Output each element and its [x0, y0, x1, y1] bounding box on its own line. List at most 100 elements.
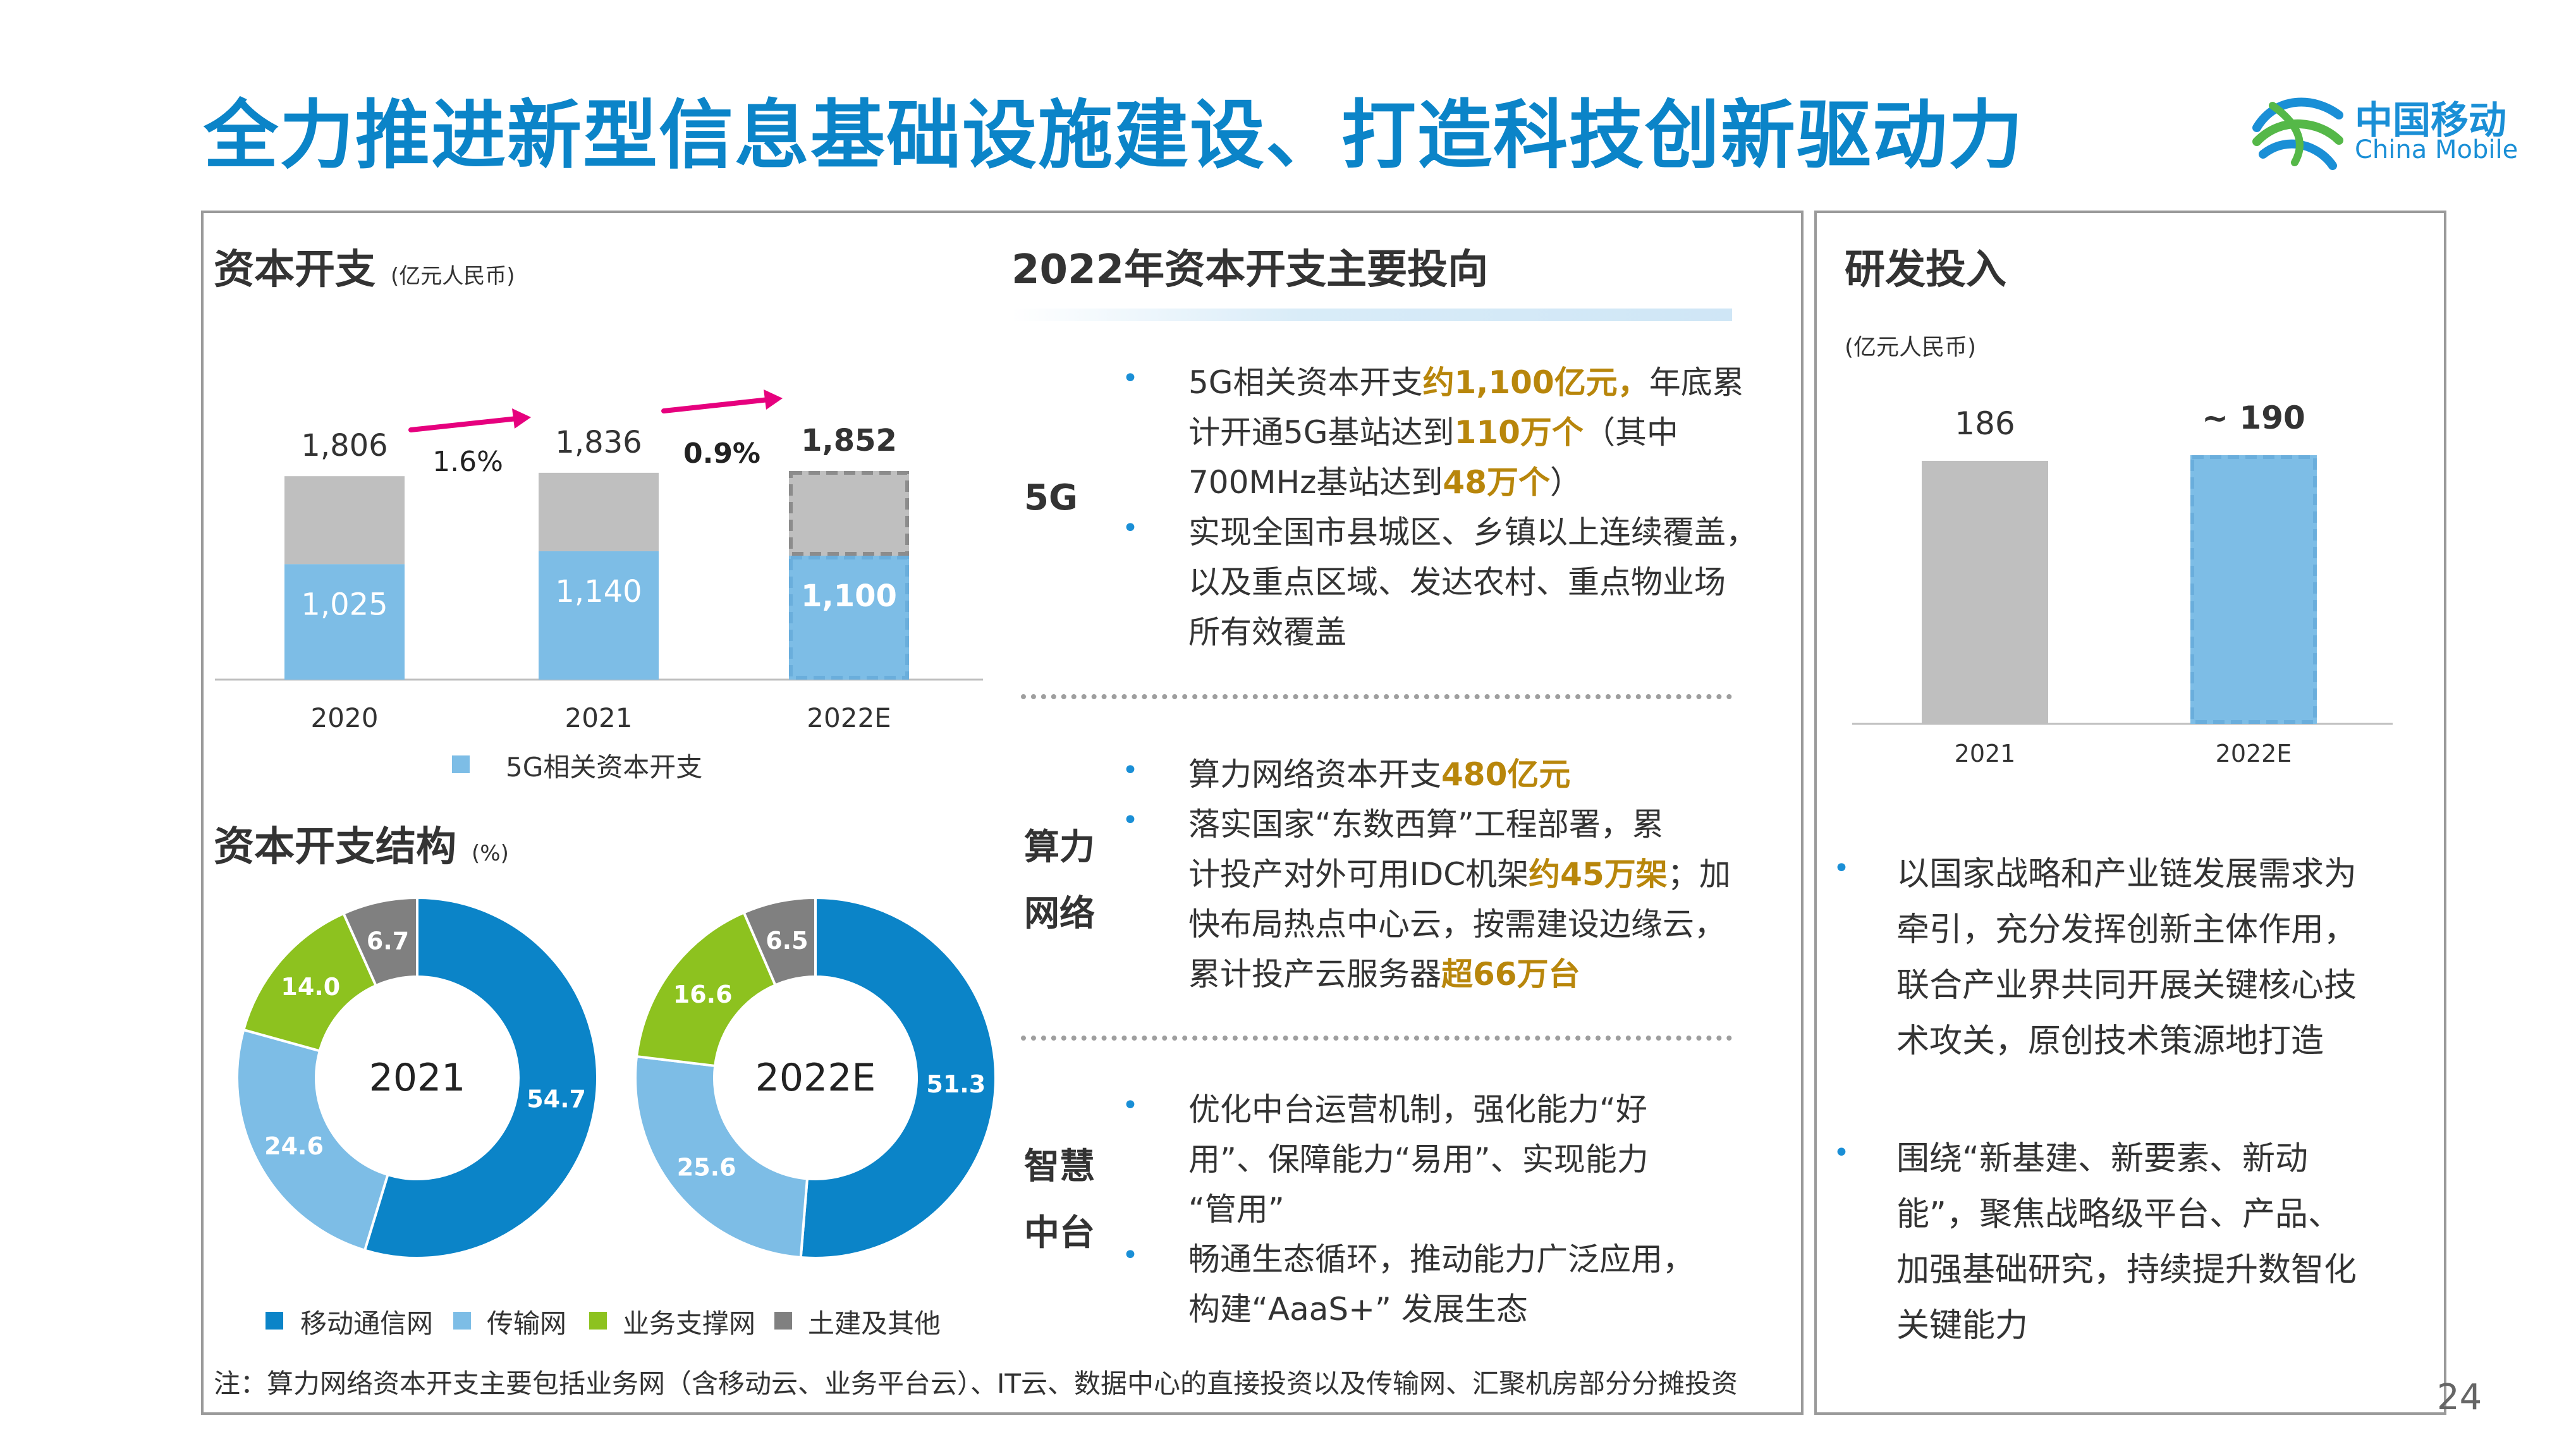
bullet-text: 畅通生态循环，推动能力广泛应用， [1188, 1241, 1694, 1278]
growth-arrow-head [764, 389, 783, 410]
highlight-figure: 110万个 [1454, 414, 1584, 451]
donut-slice [341, 896, 418, 987]
capex-bar-chart: 1,806 1,025 2020 1,836 1,140 2021 1,852 1,100 20… [215, 389, 983, 733]
invest-bullet-line: 用”、保障能力“易用”、实现能力 [1188, 1134, 1649, 1180]
donut-slice [236, 1028, 389, 1252]
capex-heading: 资本开支 (亿元人民币) [214, 237, 515, 295]
highlight-figure: 48万个 [1443, 464, 1551, 501]
growth-arrow [661, 397, 771, 413]
rnd-bullet-line: 联合产业界共同开展关键核心技 [1896, 967, 2357, 1005]
growth-arrow-head [512, 408, 531, 429]
bullet-text: 落实国家“东数西算”工程部署，累 [1188, 806, 1664, 843]
footnote: 注：算力网络资本开支主要包括业务网（含移动云、业务平台云）、IT云、数据中心的直… [214, 1368, 1738, 1399]
growth-rate-label: 0.9% [683, 437, 760, 470]
bullet-icon: • [1833, 852, 1850, 884]
bullet-text: 计投产对外可用IDC机架 [1188, 856, 1529, 893]
bullet-text: 快布局热点中心云，按需建设边缘云， [1188, 906, 1726, 943]
legend-other-label: 土建及其他 [808, 1308, 941, 1339]
bullet-icon: • [1122, 1239, 1138, 1271]
bullet-text: 所有效覆盖 [1188, 614, 1346, 651]
donut-slice-label: 6.7 [367, 927, 409, 955]
rnd-bullet-line: 围绕“新基建、新要素、新动 [1896, 1140, 2308, 1178]
rnd-category-label: 2021 [1955, 740, 2016, 767]
legend-other-swatch [774, 1312, 792, 1330]
legend-5g-label: 5G相关资本开支 [506, 752, 703, 783]
donut-center-label: 2021 [369, 1056, 466, 1100]
bullet-text: 算力网络资本开支 [1188, 756, 1441, 793]
invest-bullet-line: 700MHz基站达到48万个） [1188, 457, 1582, 503]
bullet-text: 700MHz基站达到 [1188, 464, 1443, 501]
capex-total-label: 1,836 [555, 425, 642, 460]
donut-slice-label: 16.6 [673, 981, 733, 1008]
legend-mobile-swatch [266, 1312, 283, 1330]
page-number: 24 [2437, 1377, 2482, 1418]
capex-title: 资本开支 [214, 247, 375, 293]
capex-5g-label: 1,100 [801, 578, 897, 614]
donut-slice-label: 14.0 [281, 973, 340, 1001]
invest-section-label: 5G [1024, 477, 1078, 518]
rnd-estimate-outline [2190, 455, 2317, 724]
bullet-text: “管用” [1188, 1191, 1285, 1228]
legend-mobile-label: 移动通信网 [300, 1308, 434, 1339]
capex-5g-bar [284, 564, 405, 680]
rnd-bullet-line: 以国家战略和产业链发展需求为 [1896, 855, 2357, 893]
legend-5g-swatch [452, 755, 470, 773]
capex-category-label: 2022E [807, 702, 891, 733]
bullet-icon: • [1122, 804, 1138, 836]
bullet-text: ；加 [1667, 856, 1731, 893]
bullet-text: 计开通5G基站达到 [1188, 414, 1455, 451]
capex-5g-bar [789, 555, 909, 680]
invest-bullet-line: 落实国家“东数西算”工程部署，累 [1188, 799, 1664, 845]
left-panel [201, 211, 1804, 1415]
rnd-bullet-line: 能”，聚焦战略级平台、产品、 [1896, 1195, 2341, 1233]
growth-arrow [408, 416, 520, 432]
donut-slice-label: 51.3 [926, 1070, 986, 1098]
section-divider [1021, 694, 1732, 699]
invest-bullet-line: 计开通5G基站达到110万个（其中 [1188, 407, 1678, 453]
donut-slice-label: 24.6 [264, 1132, 324, 1160]
growth-rate-label: 1.6% [432, 446, 503, 478]
invest-section-label: 智慧 [1024, 1146, 1095, 1187]
legend-support-label: 业务支撑网 [623, 1308, 756, 1339]
bullet-text: 优化中台运营机制，强化能力“好 [1188, 1091, 1647, 1128]
capex-estimate-outline [789, 471, 909, 556]
capex-5g-label: 1,025 [301, 587, 388, 622]
rnd-title: 研发投入 [1845, 247, 2006, 293]
page-title: 全力推进新型信息基础设施建设、打造科技创新驱动力 [204, 92, 2025, 179]
invest-bullet-line: 5G相关资本开支约1,100亿元，年底累 [1188, 357, 1744, 403]
donut-slice [363, 896, 599, 1259]
bullet-text: 构建“AaaS+” 发展生态 [1188, 1291, 1528, 1328]
capex-total-label: 1,806 [301, 428, 388, 463]
legend-support-swatch [589, 1312, 607, 1330]
rnd-bar [2190, 455, 2317, 724]
donut-slice [635, 910, 778, 1068]
capex-estimate-outline [789, 555, 909, 680]
structure-donut-charts: 54.7 24.6 14.0 6.7 2021 51.3 25.6 16.6 6.5 2022E [236, 896, 997, 1259]
bullet-text: 累计投产云服务器 [1188, 956, 1441, 993]
invest-section-label: 算力 [1024, 827, 1095, 868]
right-panel [1814, 211, 2446, 1415]
china-mobile-logo-icon [2252, 97, 2343, 170]
donut-slice [799, 896, 997, 1259]
donut-slice-label: 25.6 [677, 1154, 736, 1182]
bullet-icon: • [1122, 754, 1138, 786]
rnd-bullet-line: 牵引，充分发挥创新主体作用， [1896, 911, 2357, 949]
invest-section-label: 中台 [1024, 1213, 1095, 1254]
capex-category-label: 2021 [565, 702, 633, 733]
invest-bullet-line: “管用” [1188, 1184, 1285, 1230]
donut-slice [742, 896, 817, 987]
bullet-icon: • [1122, 1089, 1138, 1122]
bullet-text: ） [1550, 464, 1582, 501]
invest-bullet-line: 以及重点区域、发达农村、重点物业场 [1188, 557, 1726, 602]
capex-total-bar [284, 476, 405, 565]
capex-5g-bar [539, 551, 659, 680]
bullet-text: 以及重点区域、发达农村、重点物业场 [1188, 564, 1726, 601]
capex-total-bar [789, 471, 909, 556]
bullet-icon: • [1122, 362, 1138, 394]
invest-bullet-line: 构建“AaaS+” 发展生态 [1188, 1284, 1528, 1330]
invest-bullet-line: 算力网络资本开支480亿元 [1188, 749, 1570, 795]
structure-heading: 资本开支结构 (%) [214, 814, 509, 872]
invest-bullet-line: 实现全国市县城区、乡镇以上连续覆盖， [1188, 507, 1757, 553]
capex-total-label: 1,852 [801, 423, 897, 458]
invest-bullet-line: 快布局热点中心云，按需建设边缘云， [1188, 899, 1726, 945]
